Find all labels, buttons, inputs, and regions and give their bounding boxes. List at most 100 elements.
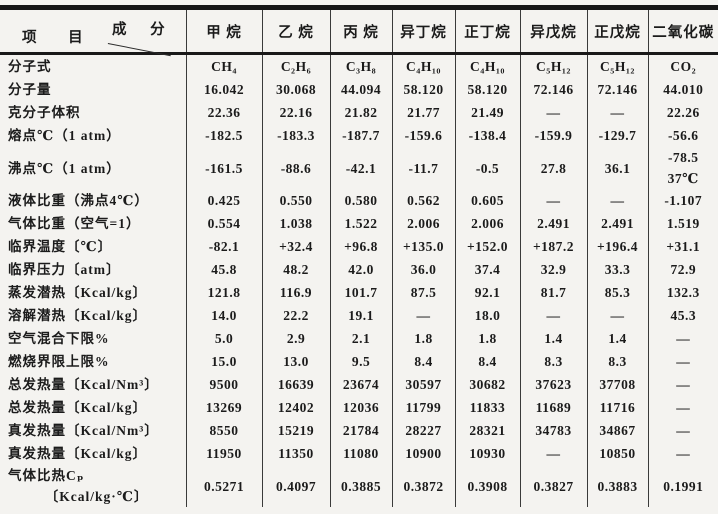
cell: —: [647, 419, 718, 442]
cell: 10900: [391, 442, 455, 465]
cell: -161.5: [185, 147, 262, 189]
cell: 44.010: [647, 78, 718, 101]
cell: —: [586, 101, 648, 124]
cell: 16.042: [185, 78, 262, 101]
row-label: 熔点℃（1 atm）: [8, 128, 121, 143]
table-row: 蒸发潜热〔Kcal/kg〕 121.8 116.9 101.7 87.5 92.1 81.7…: [0, 281, 718, 304]
row-label: 临界温度〔℃〕: [8, 239, 113, 254]
cell: -187.7: [329, 124, 392, 147]
cell: +32.4: [261, 235, 330, 258]
cell: —: [647, 327, 718, 350]
cell: 19.1: [329, 304, 392, 327]
cell: 116.9: [261, 281, 330, 304]
cell: 1.4: [519, 327, 587, 350]
cell: 0.3872: [391, 465, 455, 507]
cell: 30597: [391, 373, 455, 396]
cell: -129.7: [586, 124, 648, 147]
table-row: 分子式 CH₄ C₂H₆ C₃H₈ C₄H₁₀ C₄H₁₀ C₅H₁₂ C₅H₁₂ CO₂: [0, 53, 718, 78]
row-label: 气体比重（空气=1）: [8, 216, 141, 231]
cell: 22.26: [647, 101, 718, 124]
cell: CO₂: [647, 53, 718, 78]
header-row: 项 目 成 分 甲 烷 乙 烷 丙 烷 异丁烷 正丁烷 异戊烷 正戊烷 二氧化碳: [0, 7, 718, 57]
cell: +96.8: [329, 235, 392, 258]
cell: 8.3: [586, 350, 648, 373]
cell: +196.4: [586, 235, 648, 258]
cell: 11833: [454, 396, 520, 419]
cell: 1.8: [454, 327, 520, 350]
cell: 30.068: [261, 78, 330, 101]
table-row: 克分子体积 22.36 22.16 21.82 21.77 21.49— —22.26: [0, 101, 718, 124]
cell: CH₄: [185, 53, 262, 78]
cell: +31.1: [647, 235, 718, 258]
cell: C₅H₁₂: [586, 53, 648, 78]
cell: 5.0: [185, 327, 262, 350]
cell: 15.0: [185, 350, 262, 373]
cell: 27.8: [519, 147, 587, 189]
cell: 2.9: [261, 327, 330, 350]
cell: 21.49: [454, 101, 520, 124]
table-row: 真发热量〔Kcal/Nm³〕 8550 15219 21784 28227 28321 34…: [0, 419, 718, 442]
cell: 8.4: [391, 350, 455, 373]
cell: 10850: [586, 442, 648, 465]
cell: 12402: [261, 396, 330, 419]
cell: 1.038: [261, 212, 330, 235]
cell: —: [586, 304, 648, 327]
cell: 28227: [391, 419, 455, 442]
cell: —: [647, 396, 718, 419]
table-row: 分子量 16.042 30.068 44.094 58.120 58.120 72.146 7…: [0, 78, 718, 101]
cell: -1.107: [647, 189, 718, 212]
cell: 22.36: [185, 101, 262, 124]
table-row: 总发热量〔Kcal/kg〕 13269 12402 12036 11799 11833 11…: [0, 396, 718, 419]
cell: 36.0: [391, 258, 455, 281]
cell: —: [647, 442, 718, 465]
cell: 13.0: [261, 350, 330, 373]
cell: —: [647, 373, 718, 396]
cell: 92.1: [454, 281, 520, 304]
row-label: 真发热量〔Kcal/Nm³〕: [8, 423, 159, 438]
row-label: 总发热量〔Kcal/kg〕: [8, 400, 148, 415]
cell: 14.0: [185, 304, 262, 327]
cell: 2.006: [454, 212, 520, 235]
cell: 0.605: [454, 189, 520, 212]
cell: 28321: [454, 419, 520, 442]
cell: 15219: [261, 419, 330, 442]
cell: —: [647, 350, 718, 373]
table-row: 沸点℃（1 atm） -161.5 -88.6 -42.1 -11.7 -0.5 27.8 3…: [0, 147, 718, 189]
cell: 0.1991: [647, 465, 718, 507]
cell: —: [391, 304, 455, 327]
column-header-n-butane: 正丁烷: [454, 7, 520, 55]
column-header-ethane: 乙 烷: [261, 7, 330, 55]
cell: 1.519: [647, 212, 718, 235]
cell: 21.82: [329, 101, 392, 124]
cell: —: [586, 189, 648, 212]
cell: 11350: [261, 442, 330, 465]
cell: 0.550: [261, 189, 330, 212]
row-label: 分子量: [8, 82, 52, 97]
cell: C₃H₈: [329, 53, 392, 78]
cell: 42.0: [329, 258, 392, 281]
cell: 12036: [329, 396, 392, 419]
cell: 48.2: [261, 258, 330, 281]
cell: 11716: [586, 396, 648, 419]
cell: 0.425: [185, 189, 262, 212]
cell: —: [519, 101, 587, 124]
table-row: 气体比热Cₚ 〔Kcal/kg·℃〕 0.5271 0.4097 0.3885 0.38…: [0, 465, 718, 507]
cell: 11950: [185, 442, 262, 465]
cell: C₅H₁₂: [519, 53, 587, 78]
cell: 37623: [519, 373, 587, 396]
table-row: 熔点℃（1 atm） -182.5 -183.3 -187.7 -159.6 -138.4…: [0, 124, 718, 147]
cell: 45.8: [185, 258, 262, 281]
cell: -11.7: [391, 147, 455, 189]
cell: 22.2: [261, 304, 330, 327]
table-row: 临界压力〔atm〕 45.8 48.2 42.0 36.0 37.4 32.9 33.3 72.…: [0, 258, 718, 281]
table-row: 总发热量〔Kcal/Nm³〕 9500 16639 23674 30597 30682 37…: [0, 373, 718, 396]
cell: 85.3: [586, 281, 648, 304]
cell: +152.0: [454, 235, 520, 258]
row-label: 空气混合下限%: [8, 331, 110, 346]
cell: 1.4: [586, 327, 648, 350]
cell: 2.1: [329, 327, 392, 350]
cell: -82.1: [185, 235, 262, 258]
cell: 16639: [261, 373, 330, 396]
cell: -78.5 37℃: [647, 147, 718, 189]
